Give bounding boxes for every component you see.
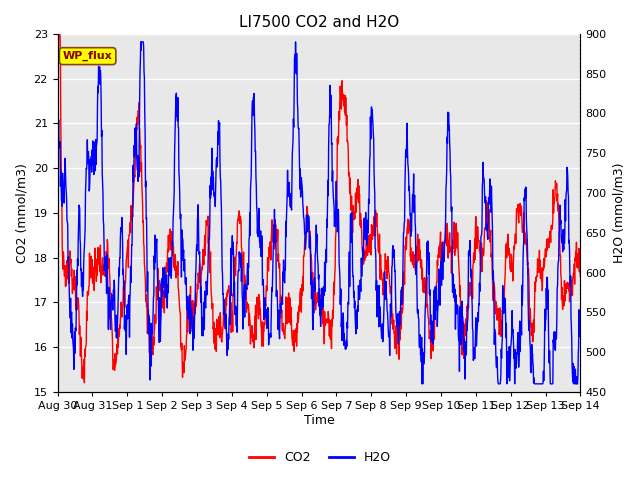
Line: CO2: CO2 [58, 34, 580, 383]
H2O [54, 152, 61, 158]
H2O [137, 39, 145, 45]
Title: LI7500 CO2 and H2O: LI7500 CO2 and H2O [239, 15, 399, 30]
CO2 [55, 31, 63, 37]
H2O [577, 314, 584, 320]
H2O [418, 381, 426, 387]
CO2 [158, 278, 166, 284]
H2O [157, 277, 165, 283]
CO2 [54, 149, 61, 155]
CO2 [469, 264, 477, 270]
X-axis label: Time: Time [303, 414, 334, 427]
CO2 [515, 210, 523, 216]
Y-axis label: CO2 (mmol/m3): CO2 (mmol/m3) [15, 163, 28, 263]
H2O [515, 352, 523, 358]
Line: H2O: H2O [58, 42, 580, 384]
H2O [170, 189, 178, 195]
CO2 [229, 291, 237, 297]
CO2 [171, 257, 179, 263]
H2O [401, 220, 408, 226]
CO2 [81, 380, 88, 385]
H2O [469, 327, 477, 333]
Y-axis label: H2O (mmol/m3): H2O (mmol/m3) [612, 163, 625, 263]
Text: WP_flux: WP_flux [63, 51, 113, 61]
Legend: CO2, H2O: CO2, H2O [244, 446, 396, 469]
CO2 [401, 281, 408, 287]
CO2 [577, 274, 584, 280]
H2O [229, 252, 237, 257]
